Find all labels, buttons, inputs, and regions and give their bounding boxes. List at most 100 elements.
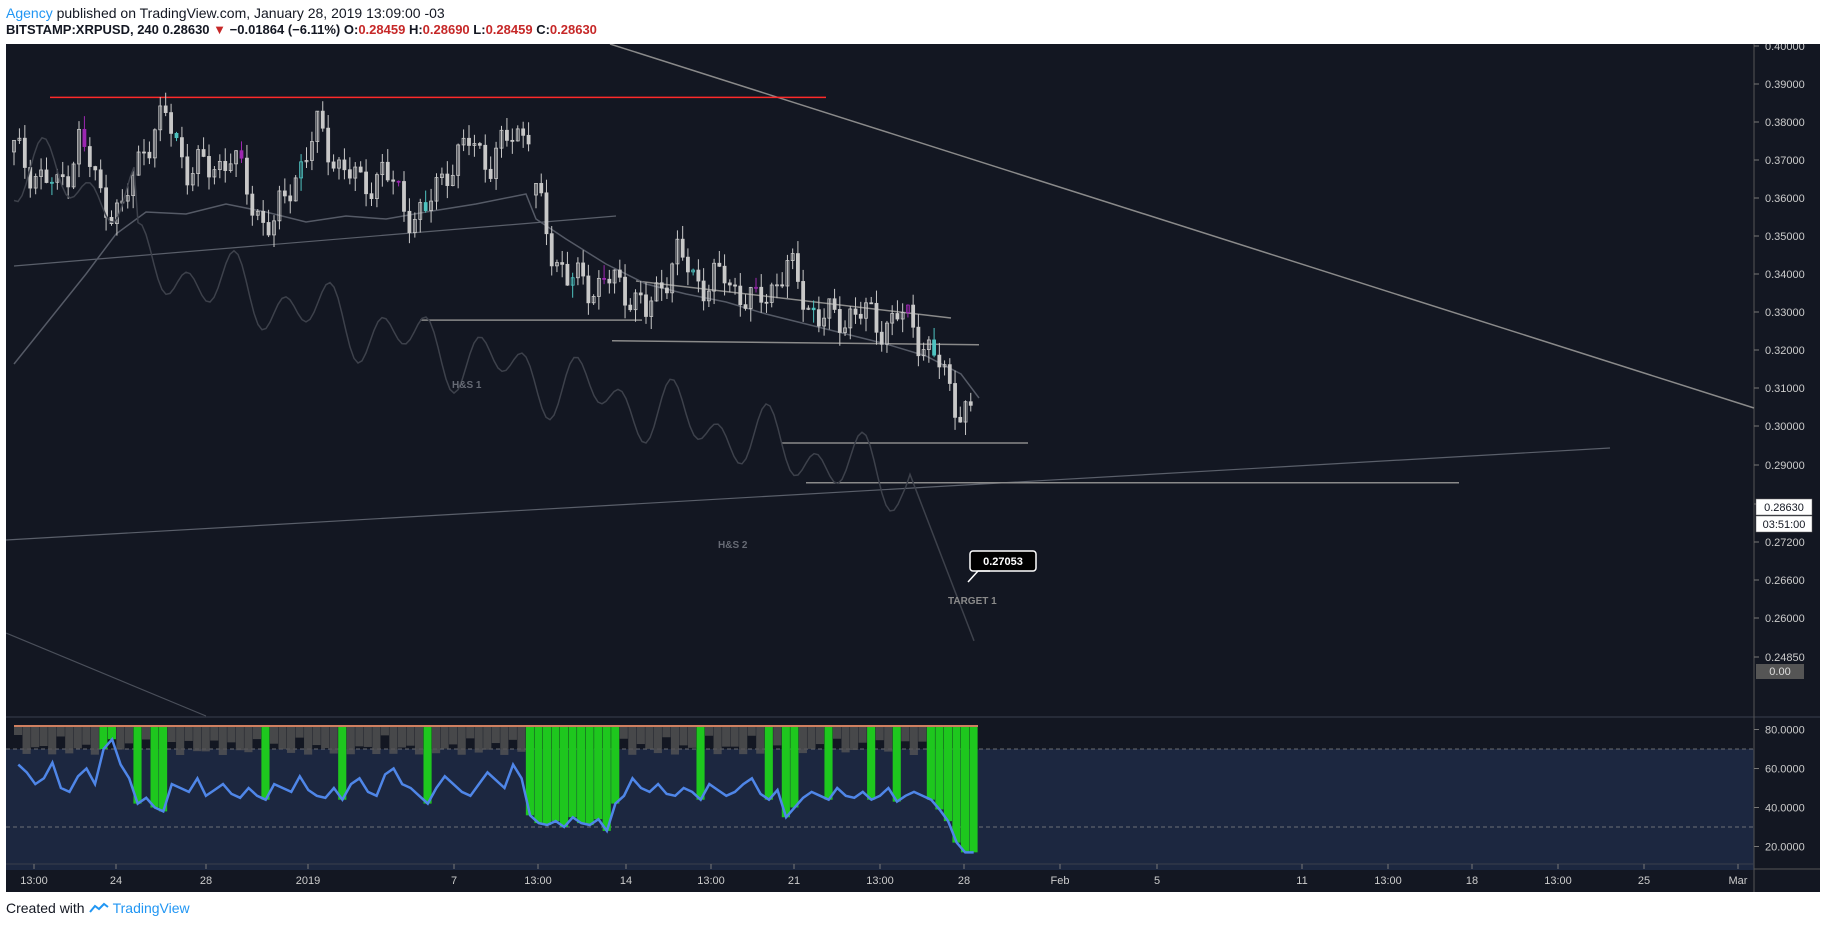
histogram-bar <box>432 727 441 754</box>
candles <box>12 92 973 435</box>
candle-body <box>775 284 779 287</box>
histogram-bar <box>244 727 253 753</box>
histogram-bar <box>918 727 927 742</box>
high-value: 0.28690 <box>422 22 470 37</box>
candle-body <box>801 281 806 310</box>
candle-body <box>331 161 336 169</box>
candle-body <box>738 285 743 306</box>
candle-body <box>450 174 455 186</box>
histogram-bar <box>346 727 355 755</box>
footer: Created with TradingView <box>6 900 190 916</box>
candle-body <box>299 161 303 179</box>
candle-body <box>696 269 701 282</box>
chart-area[interactable]: H&S 1 H&S 2 TARGET 1 0.27053 0.40000 0.39… <box>5 41 1820 892</box>
target-callout[interactable] <box>969 550 1037 572</box>
candle-body <box>680 238 685 258</box>
histogram-bar <box>201 727 210 752</box>
candle-body <box>811 307 816 311</box>
annotation-hs1: H&S 1 <box>452 380 482 391</box>
candle-body <box>885 322 889 345</box>
candle-body <box>515 128 520 142</box>
candle-body <box>60 174 65 178</box>
histogram-bar <box>261 727 270 800</box>
time-tick-label: 13:00 <box>20 875 48 887</box>
candle-body <box>142 151 146 154</box>
price-tick-label: 0.24850 <box>1765 652 1805 664</box>
histogram-bar <box>500 727 509 755</box>
last-price-tag: 0.28630 03:51:00 0.00 <box>1755 498 1813 679</box>
candle-body <box>418 202 423 220</box>
candle-body <box>712 262 716 292</box>
candle-body <box>843 327 847 333</box>
histogram-bar <box>252 727 261 740</box>
candle-body <box>82 128 87 147</box>
histogram-bar <box>466 727 475 739</box>
price-chart[interactable]: H&S 1 H&S 2 TARGET 1 0.27053 0.40000 0.39… <box>5 41 1820 892</box>
upper-wedge-line[interactable] <box>635 280 952 319</box>
down-arrow-icon: ▼ <box>213 22 227 37</box>
candle-body <box>539 183 544 194</box>
histogram-bar <box>491 727 500 744</box>
histogram-bar <box>832 727 842 739</box>
histogram-bar <box>602 727 611 831</box>
candle-body <box>147 151 152 159</box>
candle-body <box>534 183 538 196</box>
histogram-bar <box>662 727 671 738</box>
histogram-bar <box>611 727 620 804</box>
candle-body <box>759 286 764 303</box>
lower-trend-line[interactable] <box>5 632 207 717</box>
candle-body <box>55 174 60 183</box>
candle-body <box>163 105 168 113</box>
rising-line[interactable] <box>13 215 617 267</box>
candle-body <box>617 269 622 278</box>
histogram-bar <box>124 727 134 744</box>
histogram-bar <box>585 727 594 826</box>
histogram-bar <box>39 727 48 747</box>
overlay-value-label: 0.00 <box>1769 666 1790 678</box>
time-axis[interactable]: 13:00 24 28 2019 7 13:00 14 13:00 21 13:00 28 Feb 5 1… <box>20 864 1748 887</box>
candle-body <box>796 253 800 282</box>
candle-body <box>429 200 433 211</box>
time-tick-label: 5 <box>1154 875 1160 887</box>
histogram-bar <box>380 727 389 736</box>
histogram-bar <box>867 727 876 800</box>
histogram-bar <box>82 727 91 745</box>
candle-body <box>483 144 488 170</box>
candle-body <box>375 174 379 200</box>
candle-body <box>44 169 49 183</box>
candle-body <box>66 176 71 188</box>
candle-body <box>358 166 363 173</box>
histogram-bar <box>141 727 151 740</box>
candle-body <box>234 150 238 165</box>
long-trend-line[interactable] <box>5 447 1611 541</box>
candle-body <box>937 354 942 368</box>
candle-body <box>337 159 341 169</box>
tradingview-brand[interactable]: TradingView <box>112 900 190 916</box>
candle-body <box>659 282 664 289</box>
candle-body <box>591 296 596 304</box>
publisher-name[interactable]: Agency <box>6 5 53 21</box>
histogram-bar <box>99 727 108 749</box>
histogram-bar <box>525 727 534 816</box>
trendlines[interactable] <box>5 43 1755 717</box>
histogram-bar <box>14 727 23 735</box>
candle-body <box>701 280 706 302</box>
histogram-bar <box>653 727 662 754</box>
price-tick-label: 0.30000 <box>1765 421 1805 433</box>
candle-body <box>440 173 444 178</box>
candle-body <box>87 146 92 167</box>
time-tick-label: 13:00 <box>697 875 725 887</box>
downtrend-line[interactable] <box>609 43 1755 409</box>
rsi-histogram <box>14 725 978 853</box>
rsi-tick-label: 40.0000 <box>1765 803 1805 815</box>
histogram-bar <box>65 727 74 754</box>
time-tick-label: 14 <box>620 875 632 887</box>
price-change: −0.01864 (−6.11%) <box>229 22 341 37</box>
rsi-axis[interactable]: 80.0000 60.0000 40.0000 20.0000 <box>1754 725 1805 854</box>
candle-body <box>874 302 879 333</box>
rsi-tick-label: 60.0000 <box>1765 764 1805 776</box>
candle-body <box>686 256 690 273</box>
candle-body <box>827 298 832 319</box>
histogram-bar <box>790 727 799 808</box>
histogram-bar <box>551 727 560 822</box>
